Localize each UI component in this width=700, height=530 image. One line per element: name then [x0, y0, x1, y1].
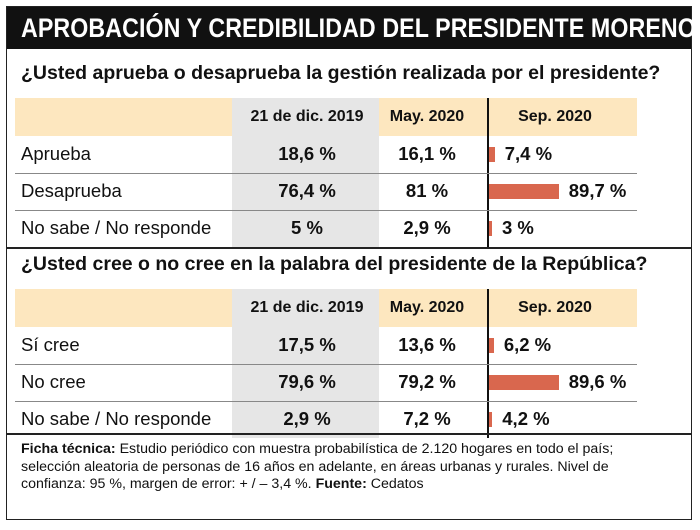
value-cell: 79,6 %	[278, 371, 336, 392]
value-cell: 79,2 %	[398, 371, 456, 392]
bar-value-label: 89,6 %	[568, 371, 627, 392]
column-divider	[487, 289, 489, 438]
column-header: May. 2020	[389, 299, 465, 316]
question-title: ¿Usted cree o no cree en la palabra del …	[21, 253, 648, 275]
highlight-column	[232, 98, 379, 247]
infographic-frame: APROBACIÓN Y CREDIBILIDAD DEL PRESIDENTE…	[6, 6, 696, 520]
row-label: No cree	[21, 371, 86, 392]
row-divider	[15, 210, 637, 211]
sep-2020-bar	[489, 221, 492, 236]
bar-value-label: 6,2 %	[503, 334, 552, 355]
bar-value-label: 3 %	[502, 217, 534, 238]
sep-2020-bar	[489, 184, 559, 199]
bar-value-label: 4,2 %	[502, 408, 550, 429]
column-header: Sep. 2020	[518, 299, 592, 316]
footer-note: Ficha técnica: Estudio periódico con mue…	[21, 441, 621, 494]
ficha-text: Estudio periódico con muestra probabilís…	[21, 441, 614, 492]
row-label: Sí cree	[21, 334, 80, 355]
column-header: Sep. 2020	[518, 108, 592, 125]
column-header: 21 de dic. 2019	[250, 299, 364, 316]
bar-value-label: 7,4 %	[504, 143, 553, 164]
column-header: May. 2020	[389, 108, 465, 125]
section-separator	[7, 247, 691, 249]
title-bar: APROBACIÓN Y CREDIBILIDAD DEL PRESIDENTE…	[7, 7, 696, 49]
value-cell: 81 %	[405, 180, 449, 201]
row-label: Desaprueba	[21, 180, 122, 201]
row-label: No sabe / No responde	[21, 217, 212, 238]
question-title: ¿Usted aprueba o desaprueba la gestión r…	[21, 62, 661, 84]
bar-value-label: 89,7 %	[568, 180, 627, 201]
sep-2020-bar	[489, 147, 495, 162]
highlight-column	[232, 289, 379, 438]
row-label: No sabe / No responde	[21, 408, 212, 429]
fuente-label: Fuente:	[315, 476, 367, 492]
column-divider	[487, 98, 489, 247]
row-divider	[15, 173, 637, 174]
ficha-label: Ficha técnica:	[21, 441, 116, 457]
row-divider	[15, 364, 637, 365]
sep-2020-bar	[489, 375, 559, 390]
value-cell: 17,5 %	[278, 334, 336, 355]
value-cell: 18,6 %	[278, 143, 336, 164]
footer-separator	[7, 433, 691, 435]
sep-2020-bar	[489, 338, 494, 353]
column-header: 21 de dic. 2019	[250, 108, 364, 125]
value-cell: 2,9 %	[283, 408, 331, 429]
value-cell: 5 %	[291, 217, 323, 238]
value-cell: 2,9 %	[403, 217, 451, 238]
value-cell: 76,4 %	[278, 180, 336, 201]
value-cell: 13,6 %	[398, 334, 456, 355]
sep-2020-bar	[489, 412, 493, 427]
row-label: Aprueba	[21, 143, 91, 164]
value-cell: 7,2 %	[403, 408, 451, 429]
page-title: APROBACIÓN Y CREDIBILIDAD DEL PRESIDENTE…	[21, 12, 696, 43]
value-cell: 16,1 %	[398, 143, 456, 164]
fuente-text: Cedatos	[366, 476, 424, 492]
row-divider	[15, 401, 637, 402]
